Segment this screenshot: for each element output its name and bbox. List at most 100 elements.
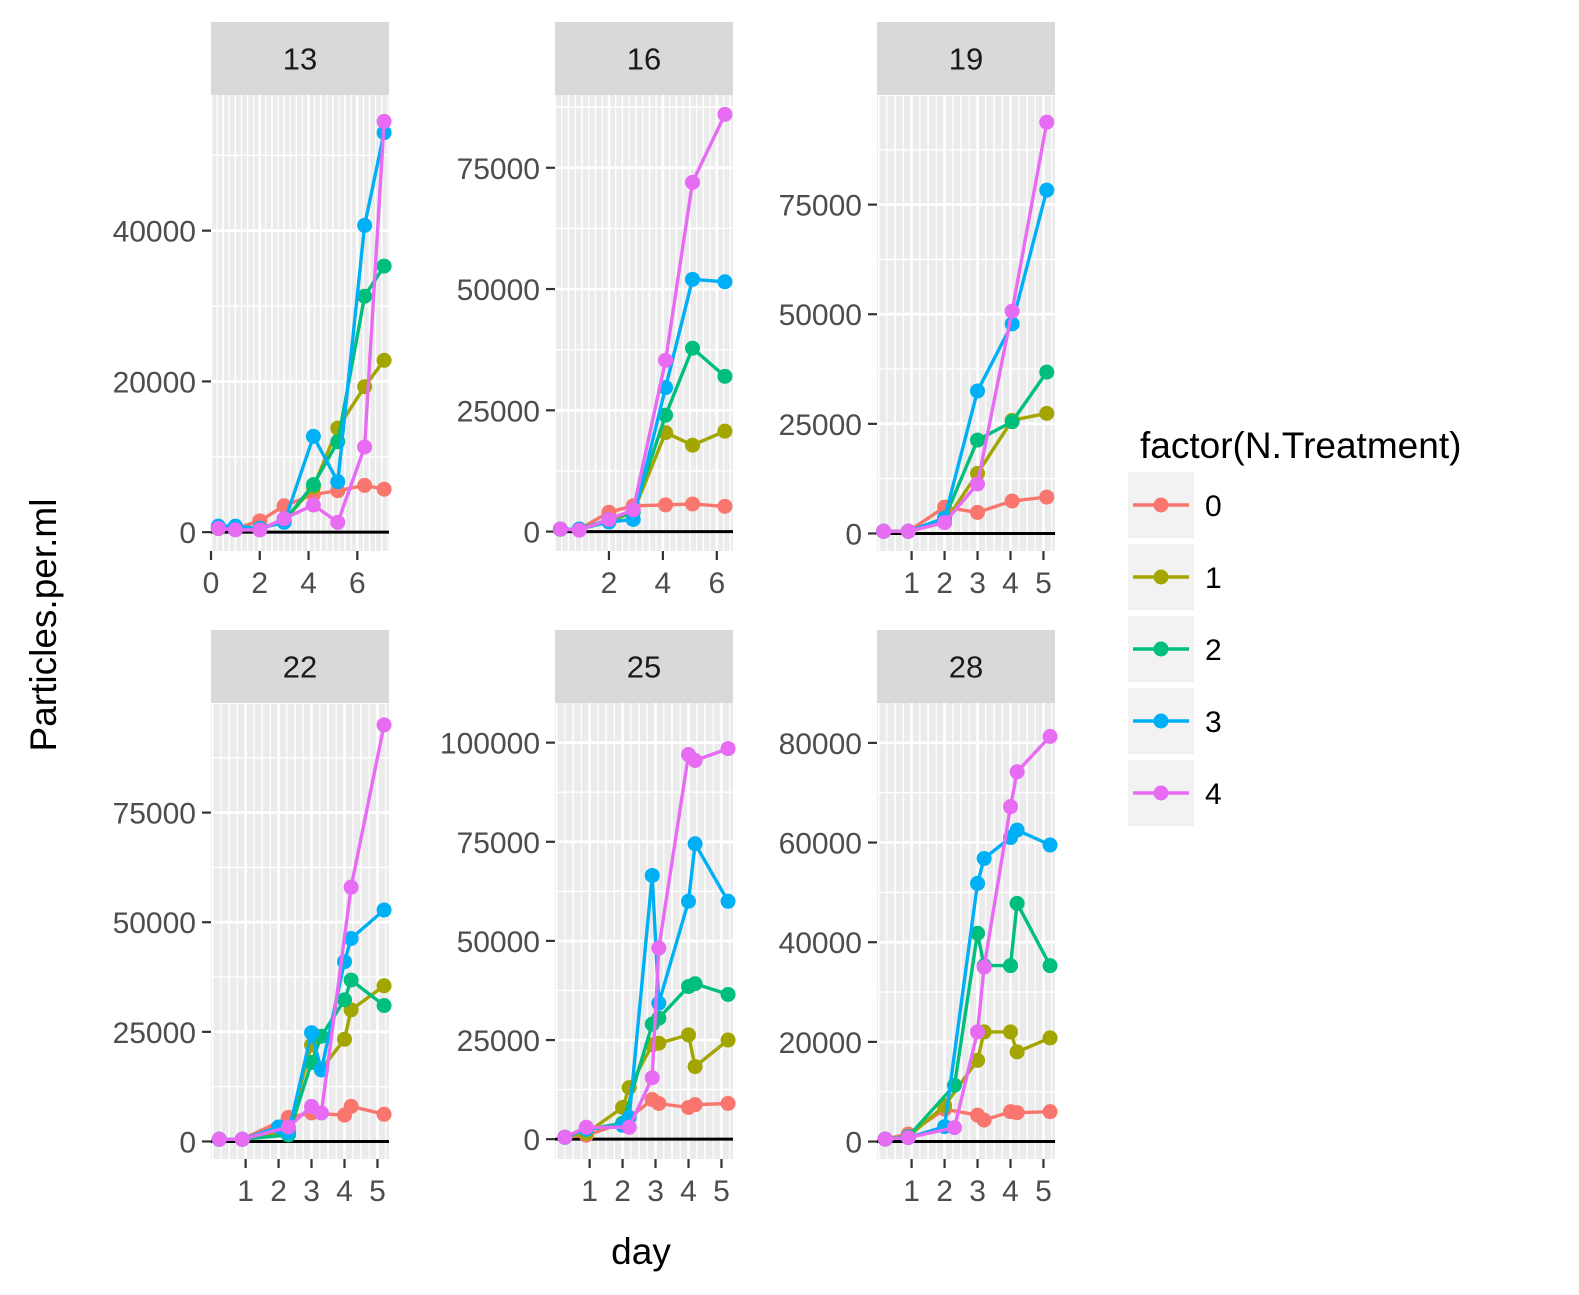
y-tick-label: 20000 [113, 366, 196, 399]
data-point [970, 875, 986, 891]
series-4 [552, 106, 733, 538]
y-tick-label: 50000 [457, 274, 540, 307]
data-point [970, 1024, 986, 1040]
data-point [717, 368, 733, 384]
data-point [601, 511, 617, 527]
data-point [687, 1097, 703, 1113]
data-point [1042, 1030, 1058, 1046]
data-point [687, 976, 703, 992]
data-point [717, 498, 733, 514]
data-point [376, 258, 392, 274]
x-tick-label: 5 [1035, 1175, 1052, 1208]
data-point [376, 481, 392, 497]
x-tick-label: 3 [969, 1175, 986, 1208]
y-tick-label: 80000 [779, 728, 862, 761]
y-tick-label: 0 [523, 517, 540, 550]
series-4 [557, 741, 736, 1145]
x-tick-label: 5 [713, 1175, 730, 1208]
data-point [305, 497, 321, 513]
series-4 [211, 717, 392, 1147]
data-point [720, 986, 736, 1002]
facet-strip-label: 19 [949, 42, 983, 77]
x-tick-label: 2 [936, 1175, 953, 1208]
data-point [557, 1129, 573, 1145]
y-tick-label: 0 [179, 517, 196, 550]
facet-panel-22: 22 0 25000 50000 75000 1 2 3 4 5 [113, 630, 392, 1208]
legend-key-point [1153, 785, 1169, 801]
x-tick-label: 6 [708, 567, 725, 600]
data-point [337, 992, 352, 1008]
y-tick-label: 50000 [113, 907, 196, 940]
series-4 [877, 728, 1058, 1147]
legend-title: factor(N.Treatment) [1140, 425, 1461, 466]
data-point [1042, 1104, 1058, 1120]
data-point [970, 383, 986, 399]
x-tick-label: 5 [369, 1175, 386, 1208]
data-point [571, 522, 587, 538]
data-point [234, 1131, 250, 1147]
data-point [685, 340, 701, 356]
data-point [651, 940, 667, 956]
series-line [885, 901, 1052, 1141]
data-point [970, 432, 986, 448]
data-point [658, 497, 674, 513]
data-point [720, 1095, 736, 1111]
x-tick-label: 3 [969, 567, 986, 600]
data-point [946, 1120, 962, 1136]
legend-item-2: 2 [1128, 616, 1222, 682]
data-point [376, 113, 392, 129]
data-point [970, 476, 986, 492]
data-point [1039, 364, 1055, 380]
data-point [717, 423, 733, 439]
data-point [720, 893, 736, 909]
y-tick-label: 25000 [113, 1017, 196, 1050]
y-tick-label: 50000 [779, 299, 862, 332]
data-point [876, 523, 892, 539]
x-tick-label: 5 [1035, 567, 1052, 600]
y-tick-label: 0 [179, 1126, 196, 1159]
panel-background [555, 703, 733, 1159]
legend-key-point [1153, 497, 1169, 513]
x-tick-label: 1 [903, 1175, 920, 1208]
x-axis-title: day [611, 1231, 671, 1272]
x-tick-label: 1 [581, 1175, 598, 1208]
data-point [687, 1059, 703, 1075]
y-tick-label: 60000 [779, 828, 862, 861]
data-point [1042, 728, 1058, 744]
data-point [1042, 958, 1058, 974]
data-point [685, 271, 701, 287]
legend-key-point [1153, 713, 1169, 729]
data-point [687, 836, 703, 852]
data-point [1009, 895, 1025, 911]
data-point [343, 972, 359, 988]
data-point [717, 106, 733, 122]
data-point [357, 288, 373, 304]
data-point [1004, 303, 1020, 319]
x-tick-label: 4 [1002, 567, 1019, 600]
data-point [976, 850, 992, 866]
data-point [305, 428, 321, 444]
legend-label: 3 [1205, 706, 1222, 739]
data-point [305, 477, 321, 493]
data-point [900, 523, 916, 539]
data-point [970, 504, 986, 520]
y-tick-label: 75000 [457, 827, 540, 860]
data-point [357, 439, 373, 455]
data-point [900, 1130, 916, 1146]
data-point [1004, 414, 1020, 430]
x-tick-label: 2 [936, 567, 953, 600]
legend-label: 2 [1205, 634, 1222, 667]
data-point [937, 515, 953, 530]
legend: factor(N.Treatment) 0 1 2 3 4 [1128, 425, 1461, 826]
x-tick-label: 4 [655, 567, 672, 600]
facet-strip-label: 22 [283, 650, 317, 685]
x-tick-label: 4 [680, 1175, 697, 1208]
facet-strip-label: 16 [627, 42, 661, 77]
gridlines [555, 95, 733, 551]
legend-item-1: 1 [1128, 544, 1222, 610]
series-4 [210, 113, 392, 538]
data-point [376, 1106, 392, 1122]
y-tick-label: 100000 [440, 728, 540, 761]
